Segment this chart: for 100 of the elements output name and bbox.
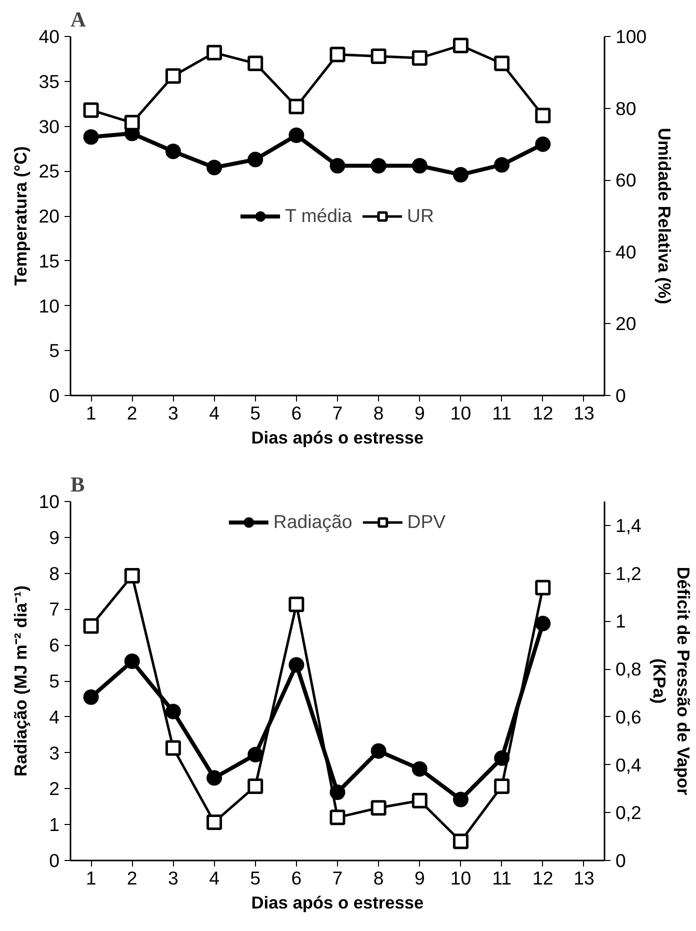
x-tick-label: 2	[126, 402, 138, 424]
point	[535, 108, 551, 124]
y-tick-label: 2	[49, 778, 60, 800]
point	[288, 596, 304, 612]
point	[206, 770, 222, 786]
x-tick-label: 6	[291, 868, 302, 888]
y2-tick-label: 0,4	[616, 754, 642, 776]
y-tick-label: 30	[38, 116, 60, 137]
legend-label: UR	[407, 204, 434, 226]
chart-title: B	[70, 472, 85, 496]
point	[124, 114, 140, 130]
legend-label: DPV	[407, 511, 446, 533]
x-tick-label: 13	[574, 868, 594, 888]
point	[124, 568, 140, 584]
point	[165, 68, 181, 84]
point	[370, 800, 386, 816]
point	[452, 834, 468, 850]
y-tick-label: 7	[49, 598, 60, 620]
point	[452, 38, 468, 54]
y-tick-label: 6	[49, 634, 60, 656]
legend-label: Radiação	[273, 511, 352, 533]
y-tick-label: 1	[49, 814, 60, 836]
x-tick-label: 6	[291, 402, 302, 424]
point	[330, 158, 346, 174]
point	[206, 160, 222, 176]
point	[83, 618, 99, 634]
x-tick-label: 10	[450, 402, 472, 424]
y-tick-label: 10	[38, 491, 60, 512]
point	[452, 166, 468, 182]
point	[165, 144, 181, 160]
point	[165, 704, 181, 720]
y2-axis-title: Déficit de Pressão de Vapor (KPa)	[649, 566, 694, 796]
point	[83, 102, 99, 118]
y2-tick-label: 0,8	[616, 658, 642, 680]
point	[248, 778, 264, 794]
point	[288, 98, 304, 114]
point	[535, 136, 551, 152]
point	[494, 778, 510, 794]
x-tick-label: 13	[574, 402, 594, 424]
y-tick-label: 35	[38, 70, 60, 92]
y2-tick-label: 40	[616, 241, 636, 262]
y2-tick-label: 0	[616, 385, 626, 406]
x-tick-label: 5	[250, 868, 261, 888]
legend-label: T média	[284, 204, 352, 226]
y-tick-label: 0	[49, 385, 60, 406]
x-tick-label: 10	[450, 868, 472, 888]
point	[83, 129, 99, 145]
x-tick-label: 3	[168, 868, 178, 888]
point	[288, 127, 304, 143]
point	[206, 814, 222, 830]
y2-tick-label: 60	[616, 170, 636, 191]
point	[494, 157, 510, 173]
point	[124, 654, 140, 669]
y-tick-label: 10	[38, 295, 60, 316]
point	[206, 44, 222, 60]
y2-tick-label: 20	[616, 313, 636, 334]
x-tick-label: 12	[532, 402, 554, 424]
y-tick-label: 8	[49, 562, 60, 584]
point	[494, 56, 510, 72]
point	[412, 158, 428, 174]
point	[535, 580, 551, 596]
x-tick-label: 8	[373, 402, 384, 424]
y-tick-label: 4	[49, 706, 60, 728]
x-axis-title: Dias após o estresse	[251, 428, 424, 448]
point	[83, 689, 99, 705]
x-tick-label: 5	[250, 402, 261, 424]
y-tick-label: 9	[49, 526, 60, 548]
x-tick-label: 8	[373, 868, 384, 888]
point	[412, 792, 428, 808]
y-tick-label: 20	[38, 206, 60, 226]
point	[165, 740, 181, 756]
point	[248, 152, 264, 168]
point	[248, 56, 264, 72]
point	[452, 792, 468, 808]
y-tick-label: 40	[38, 26, 60, 47]
y2-tick-label: 0,6	[616, 706, 642, 728]
point	[535, 616, 551, 632]
chart-title: A	[70, 8, 86, 32]
x-tick-label: 4	[209, 868, 220, 888]
y-axis-title: Radiação (MJ m⁻² dia⁻¹)	[10, 585, 31, 777]
y-tick-label: 5	[49, 340, 60, 362]
y2-tick-label: 80	[616, 98, 636, 119]
x-tick-label: 2	[126, 868, 138, 888]
x-tick-label: 11	[492, 402, 512, 424]
y2-tick-label: 1,4	[616, 514, 642, 536]
y2-tick-label: 1	[616, 610, 626, 632]
point	[330, 810, 346, 826]
y2-tick-label: 0,2	[616, 802, 642, 824]
x-tick-label: 9	[414, 868, 425, 888]
y2-axis-title: Umidade Relativa (%)	[654, 128, 675, 304]
y2-tick-label: 100	[616, 26, 647, 47]
x-tick-label: 11	[492, 868, 512, 888]
point	[248, 746, 264, 762]
point	[288, 657, 304, 673]
point	[370, 158, 386, 174]
y2-tick-label: 0	[616, 850, 626, 871]
y-tick-label: 5	[49, 670, 60, 692]
x-tick-label: 9	[414, 402, 425, 424]
x-tick-label: 12	[532, 868, 554, 888]
y-tick-label: 3	[49, 742, 60, 764]
